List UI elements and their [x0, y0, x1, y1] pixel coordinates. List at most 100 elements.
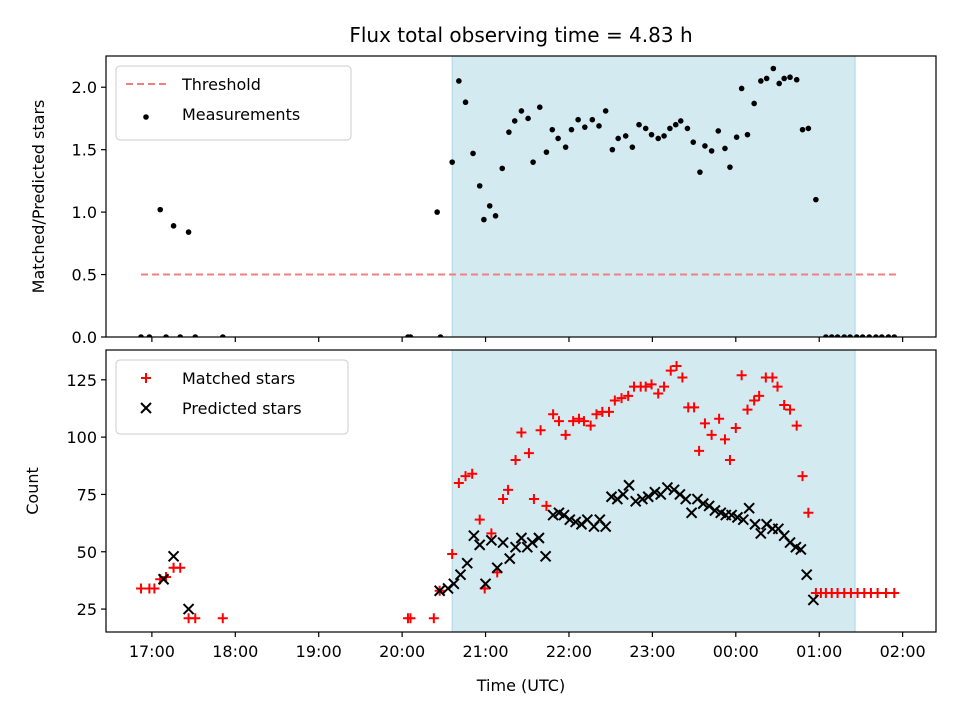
matched-star-point [714, 413, 725, 424]
top-panel: 0.0 0.5 1.0 1.5 2.0 Matched/Predicted stars Th… [29, 55, 937, 347]
measurement-point [891, 334, 898, 337]
predicted-star-point [697, 497, 709, 510]
predicted-star-point [509, 541, 522, 553]
matched-star-point [217, 613, 228, 624]
measurement-point [702, 143, 708, 149]
measurement-point [499, 165, 506, 172]
measurement-point [885, 334, 892, 337]
matched-star-point [503, 484, 514, 495]
predicted-star-point [533, 532, 545, 544]
predicted-star-point [479, 578, 492, 590]
predicted-star-point [800, 568, 813, 581]
measurement-point [192, 334, 199, 337]
matched-star-point [474, 514, 485, 525]
measurement-point [462, 99, 469, 106]
predicted-star-point [474, 539, 486, 551]
measurement-point [575, 116, 581, 123]
top-ytick-label: 2.0 [72, 78, 97, 97]
predicted-star-point [661, 481, 674, 494]
measurement-point [492, 213, 499, 219]
measurement-point [407, 334, 414, 337]
matched-star-point [736, 370, 747, 381]
measurement-point [847, 334, 853, 337]
predicted-star-point [605, 491, 618, 503]
matched-star-point [136, 583, 147, 594]
measurement-point [684, 125, 691, 132]
predicted-star-point [491, 562, 503, 574]
measurement-point [841, 334, 848, 337]
measurement-point [146, 334, 153, 337]
xtick-label: 21:00 [462, 642, 508, 661]
predicted-star-point [485, 534, 498, 547]
measurement-point [690, 139, 697, 145]
measurement-point [677, 118, 684, 124]
predicted-star-point [629, 495, 642, 508]
measurement-point [582, 124, 588, 130]
predicted-star-point [526, 536, 538, 549]
predicted-star-point [461, 557, 473, 569]
matched-star-point [772, 381, 783, 392]
measurement-point [751, 100, 757, 107]
predicted-star-point [623, 479, 635, 491]
measurement-point [697, 169, 703, 175]
predicted-star-point [547, 509, 559, 521]
measurement-point [813, 196, 819, 203]
legend-entry-label: Threshold [181, 75, 261, 94]
predicted-star-point [680, 493, 692, 505]
matched-star-point [706, 429, 717, 440]
predicted-star-point [649, 486, 661, 498]
measurement-point [449, 159, 455, 165]
measurement-point [655, 135, 662, 142]
matched-star-point [175, 562, 186, 573]
matched-star-point [665, 365, 676, 376]
matched-star-point [460, 471, 471, 482]
measurement-point [615, 135, 621, 142]
measurement-point [661, 133, 667, 139]
figure-title: Flux total observing time = 4.83 h [349, 23, 692, 47]
matched-star-point [585, 420, 596, 431]
matched-star-point [568, 416, 579, 427]
predicted-star-point [636, 493, 649, 505]
predicted-star-point [642, 491, 654, 503]
measurement-point [763, 75, 770, 82]
matched-star-point [541, 500, 552, 511]
measurement-point [157, 206, 164, 213]
predicted-star-point [725, 509, 738, 521]
matched-star-point [719, 434, 730, 445]
predicted-star-point [468, 529, 480, 542]
matched-star-point [889, 588, 900, 599]
measurement-point [793, 76, 800, 83]
matched-star-point [535, 425, 546, 436]
matched-star-point [604, 406, 615, 417]
measurement-point [738, 85, 745, 92]
measurement-point [219, 334, 226, 337]
measurement-point [859, 334, 866, 337]
measurement-point [518, 108, 525, 114]
measurement-point [667, 125, 673, 132]
matched-star-point [591, 409, 602, 420]
measurement-point [642, 125, 649, 132]
measurement-point [470, 150, 476, 157]
matched-star-point [623, 390, 634, 401]
series-matched-stars [136, 361, 900, 624]
xtick-label: 00:00 [713, 642, 759, 661]
matched-star-point [528, 494, 539, 505]
predicted-star-point [167, 550, 180, 563]
measurement-point [589, 116, 596, 123]
matched-star-point [149, 583, 160, 594]
bottom-ytick-label: 125 [66, 371, 97, 390]
matched-star-point [486, 528, 497, 539]
matched-star-point [510, 455, 521, 466]
predicted-star-point [504, 552, 516, 565]
predicted-star-point [737, 513, 750, 526]
predicted-star-point [749, 518, 761, 530]
measurement-point [549, 126, 556, 133]
matched-star-point [498, 494, 509, 505]
predicted-star-point [685, 507, 698, 519]
bottom-ytick-label: 25 [77, 600, 97, 619]
x-axis-label: Time (UTC) [476, 676, 565, 695]
matched-star-point [646, 379, 657, 390]
matched-star-point [659, 381, 670, 392]
matched-star-point [779, 400, 790, 411]
